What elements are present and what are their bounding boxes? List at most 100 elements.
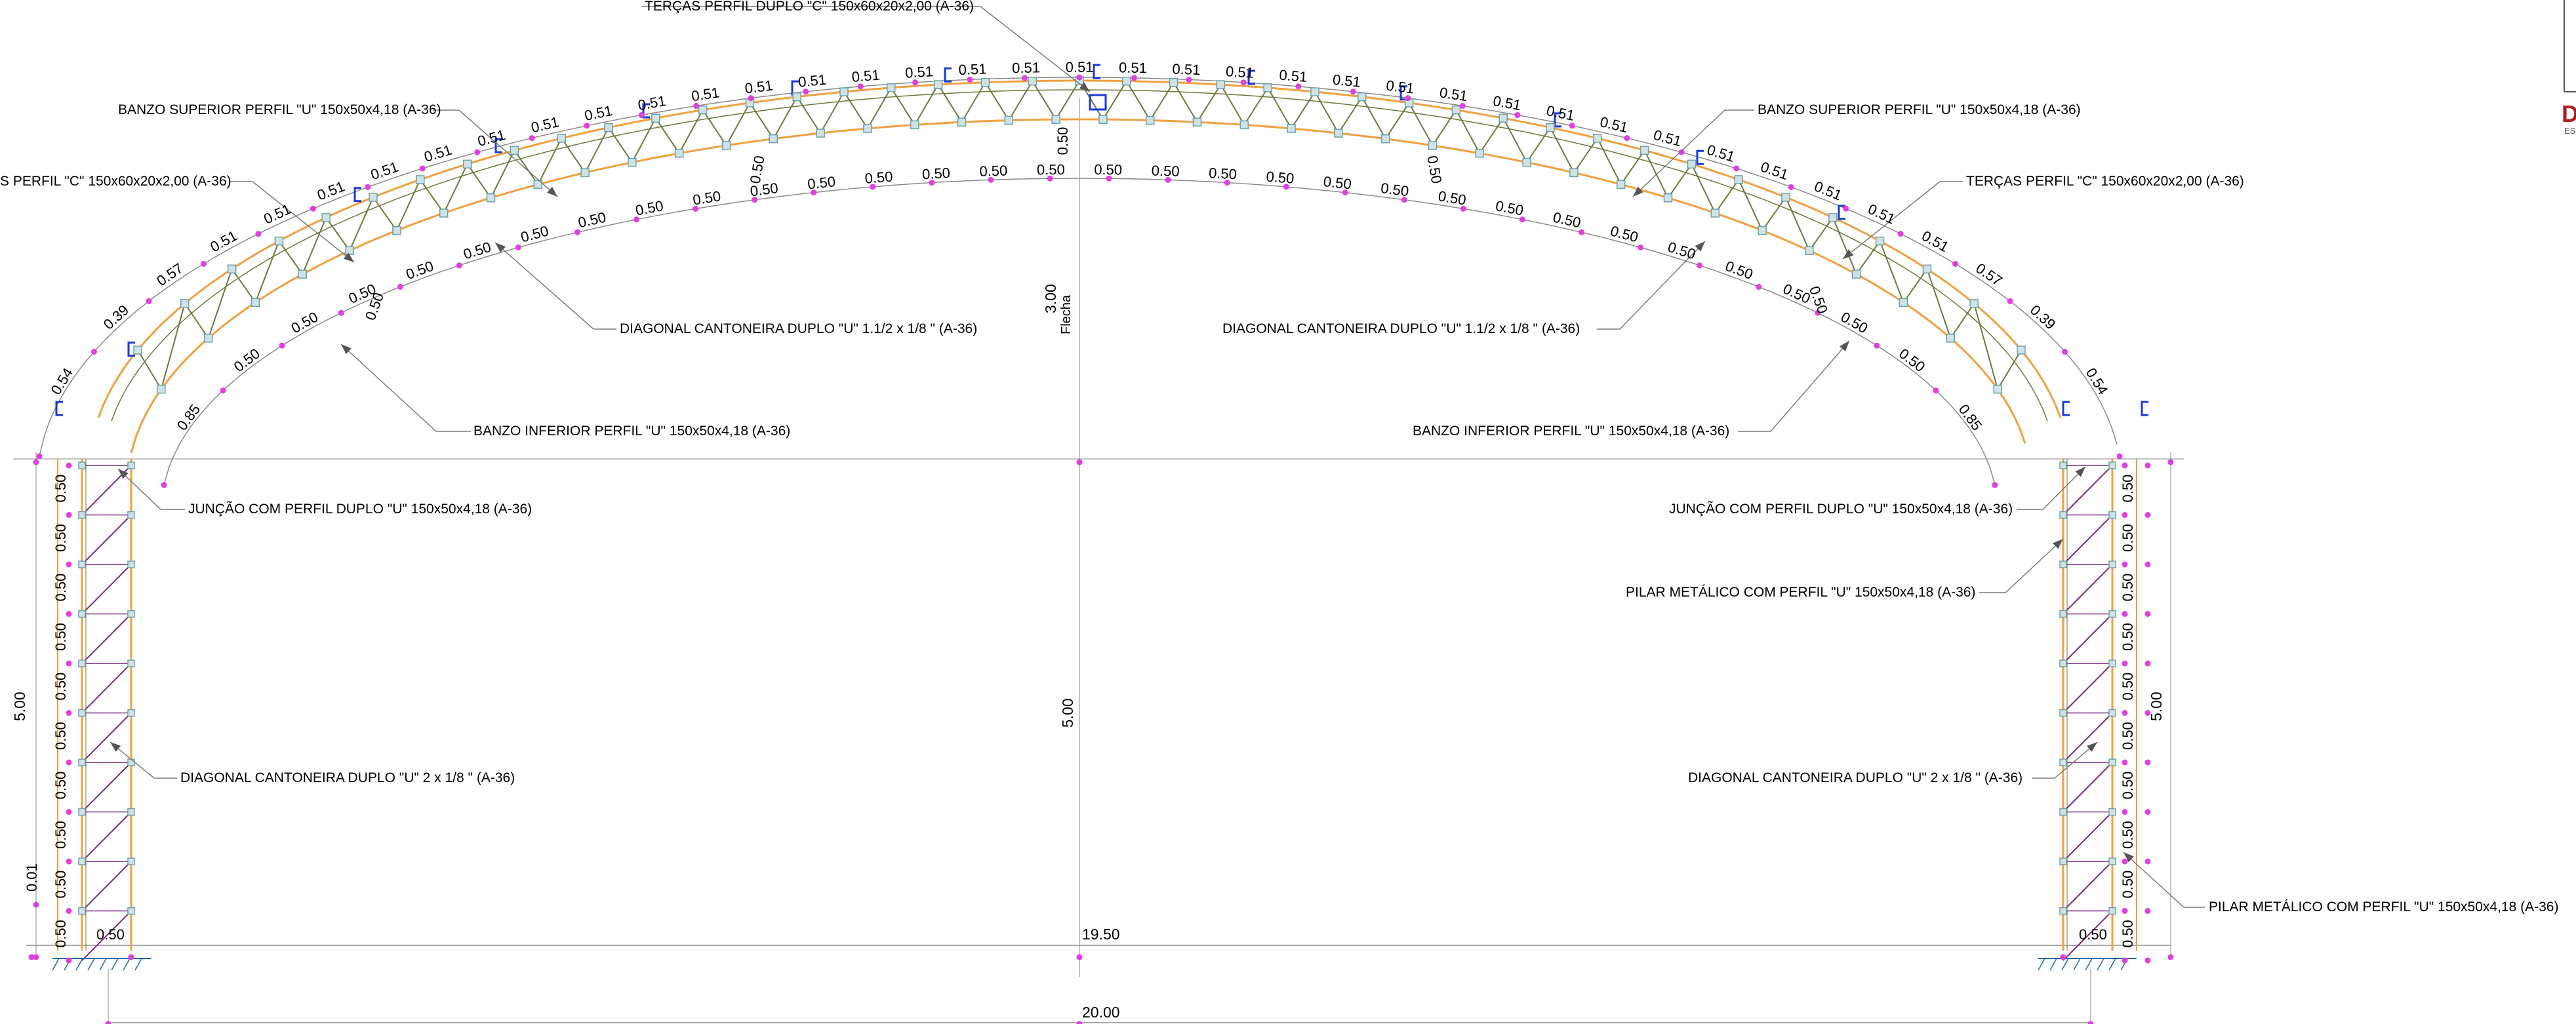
support-hatch-left [75,958,83,971]
top-spacing-label: 0.51 [1332,71,1361,90]
top-dimension-marker [1514,112,1521,119]
bottom-spacing-label: 0.85 [174,401,204,433]
dimension-lines [13,77,2184,1024]
top-chord-node [369,193,378,202]
bottom-chord-node [1758,226,1767,235]
bottom-dimension-marker [1638,244,1644,250]
column-spacing-label-left: 0.50 [52,722,69,750]
purlin-c-profile [353,187,361,203]
leader-banzo-superior-left-arrow [547,186,557,197]
support-hatch-left [87,958,95,971]
bottom-spacing-label: 0.85 [1956,401,1986,433]
truss-diagonal [1926,268,1952,339]
truss-diagonal [867,87,892,129]
bottom-chord-node [1522,157,1531,167]
top-dimension-marker [1624,135,1630,142]
support-hatch-right [2085,958,2093,971]
column-node [2108,610,2116,618]
top-spacing-label: 0.57 [1973,260,2005,289]
bottom-spacing-label: 0.50 [1552,209,1582,231]
bottom-spacing-label: 0.50 [1208,165,1237,182]
truss-diagonal [1738,179,1763,231]
top-dimension-marker [529,135,535,142]
support-hatch-right [2108,958,2116,971]
leader-banzo-superior-right [1632,109,1754,197]
column-node [127,610,135,618]
truss-diagonal [1809,217,1834,251]
bottom-spacing-label: 0.50 [634,197,665,219]
column-node [2059,660,2067,667]
bottom-spacing-label: 0.50 [461,239,493,263]
top-chord-node [1875,236,1885,246]
truss-diagonal [1973,303,1999,389]
label-tercas-left: S PERFIL "C" 150x60x20x2,00 (A-36) [0,174,231,189]
bottom-dimension-marker [1933,387,1939,394]
label-banzo-superior-right: BANZO SUPERIOR PERFIL "U" 150x50x4,18 (A… [1758,102,2081,117]
titleblock-small: ES [2564,126,2576,136]
column-spacing-label-right: 0.50 [2120,574,2136,602]
top-chord-node [1358,92,1367,102]
top-dimension-marker [803,89,809,95]
label-pilar-right-upper: PILAR METÁLICO COM PERFIL "U" 150x50x4,1… [1626,585,1975,600]
leader-diagonal-truss-left [494,242,616,330]
top-dimension-marker [1131,75,1137,81]
bottom-chord-node [1004,115,1014,125]
label-banzo-superior-left: BANZO SUPERIOR PERFIL "U" 150x50x4,18 (A… [118,102,441,117]
bottom-dimension-marker [338,309,344,316]
truss-diagonal [349,197,374,251]
top-spacing-label: 0.51 [1652,127,1683,149]
bottom-chord-node [1710,208,1720,218]
bottom-chord-node [1616,180,1626,189]
titleblock-letter: D [2562,100,2576,127]
column-node [127,511,135,519]
top-chord-node [557,134,566,143]
top-chord-node [1451,105,1461,115]
bottom-chord-node [1098,115,1108,124]
bottom-dimension-marker [397,284,403,290]
column-dimension-marker [66,858,72,865]
bottom-dimension-marker [693,205,699,212]
purlin-c-profile [1399,85,1407,101]
column-spacing-label-left: 0.50 [52,920,69,948]
bottom-chord-node [1428,141,1438,150]
column-diagonal-left [81,564,132,615]
bottom-chord-node [1334,128,1343,138]
bottom-dimension-marker [1224,180,1230,186]
purlin-c-profile [1554,112,1561,128]
bottom-chord-node [1663,193,1673,203]
column-spacing-label-right: 0.50 [2120,673,2136,701]
column-dimension-marker [2144,858,2151,865]
top-chord-node [1781,193,1790,202]
top-dimension-marker [967,76,973,83]
bottom-chord-node [298,269,308,279]
leader-diagonal-column-left-arrow [110,742,121,752]
top-dimension-marker [1405,95,1411,102]
leader-pilar-right-upper-arrow [2053,539,2063,549]
top-spacing-label: 0.51 [1438,84,1468,104]
truss-diagonal [1596,138,1622,185]
column-node [2059,758,2067,766]
top-spacing-label: 0.51 [1919,227,1952,256]
top-dimension-marker [1240,79,1247,86]
leader-pilar-right-lower-arrow [2123,852,2134,863]
top-spacing-label: 0.57 [153,260,186,289]
bottom-chord-node [1993,384,2002,394]
column-dimension-marker [66,512,72,518]
top-chord-node [1687,159,1697,169]
truss-diagonal [1667,163,1693,199]
bottom-chord-node [1287,124,1296,133]
bottom-chord-node [1946,334,1956,343]
top-spacing-label: 0.51 [744,77,774,96]
bottom-chord-node [910,120,919,130]
truss-diagonal [1902,268,1928,303]
leader-juncao-left-arrow [118,469,129,479]
truss-diagonal [937,84,963,123]
top-dimension-marker [1350,89,1356,95]
leader-banzo-inferior-right-arrow [1839,341,1849,352]
truss-depth-label: 0.50 [1806,284,1831,316]
truss-diagonal [1455,109,1481,154]
column-node [78,660,86,667]
column-node [2059,808,2067,816]
label-juncao-right: JUNÇÃO COM PERFIL DUPLO "U" 150x50x4,18 … [1669,501,2013,517]
support-hatch-right [2097,958,2104,971]
